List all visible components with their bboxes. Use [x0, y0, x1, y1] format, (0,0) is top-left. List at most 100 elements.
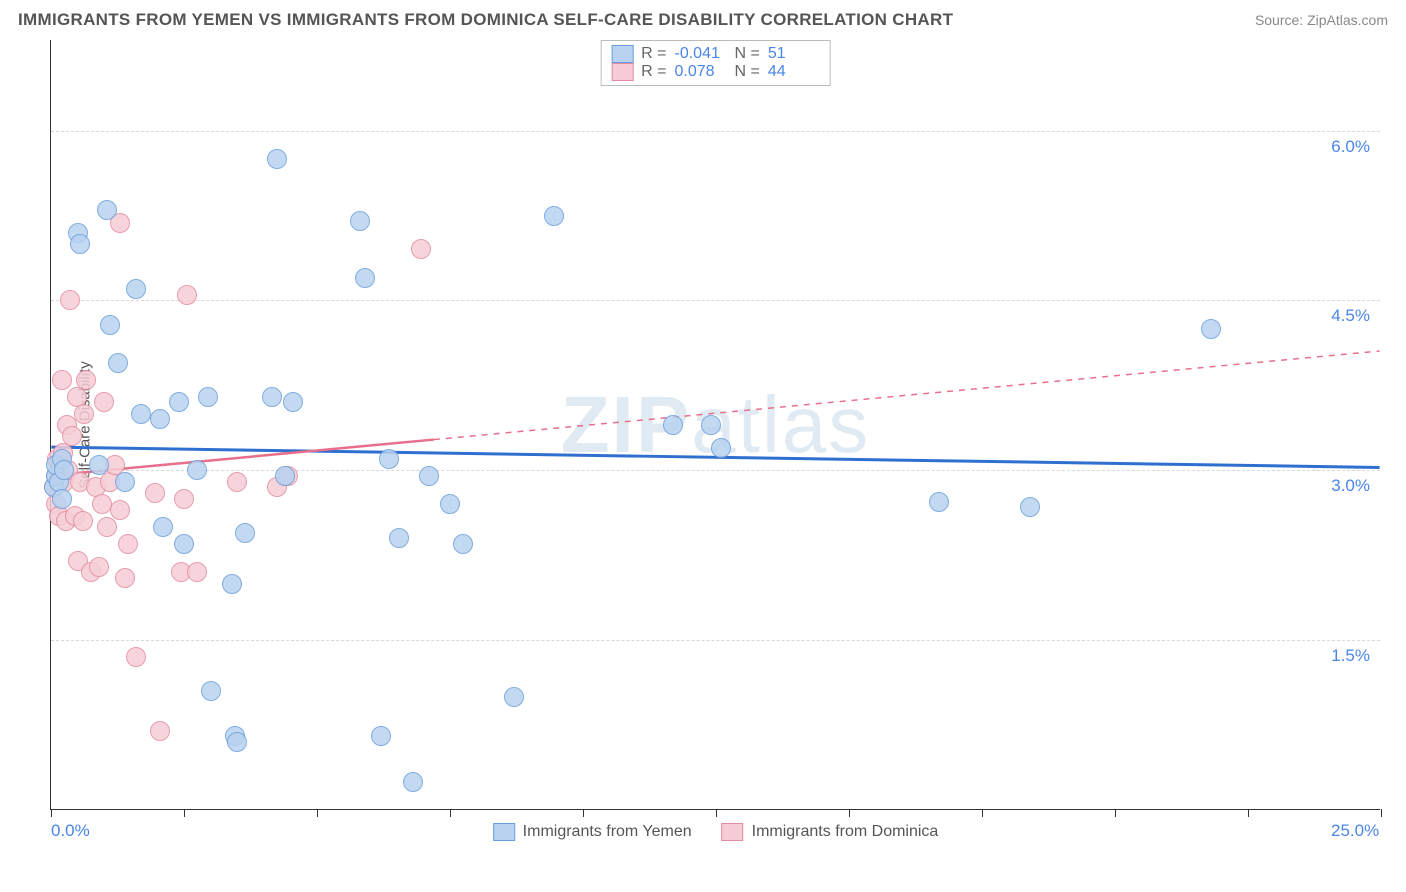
data-point — [76, 370, 96, 390]
stat-r-value: -0.041 — [675, 45, 727, 63]
data-point — [150, 409, 170, 429]
stat-r-value: 0.078 — [675, 63, 727, 81]
data-point — [115, 568, 135, 588]
x-tick — [1381, 809, 1382, 817]
data-point — [419, 466, 439, 486]
x-tick — [982, 809, 983, 817]
data-point — [262, 387, 282, 407]
y-tick-label: 4.5% — [1331, 306, 1370, 326]
data-point — [371, 726, 391, 746]
legend-swatch — [611, 45, 633, 63]
data-point — [94, 392, 114, 412]
y-tick-label: 6.0% — [1331, 137, 1370, 157]
source-label: Source: ZipAtlas.com — [1255, 12, 1388, 28]
data-point — [131, 404, 151, 424]
data-point — [929, 492, 949, 512]
data-point — [227, 732, 247, 752]
data-point — [198, 387, 218, 407]
data-point — [267, 149, 287, 169]
legend-item: Immigrants from Yemen — [493, 823, 692, 841]
legend-label: Immigrants from Yemen — [523, 823, 692, 841]
data-point — [174, 489, 194, 509]
y-tick-label: 1.5% — [1331, 646, 1370, 666]
data-point — [711, 438, 731, 458]
data-point — [153, 517, 173, 537]
x-tick — [716, 809, 717, 817]
data-point — [97, 517, 117, 537]
gridline — [51, 640, 1380, 641]
stat-r-label: R = — [641, 63, 666, 81]
data-point — [97, 200, 117, 220]
gridline — [51, 300, 1380, 301]
x-tick — [583, 809, 584, 817]
data-point — [222, 574, 242, 594]
legend-swatch — [493, 823, 515, 841]
x-tick — [1248, 809, 1249, 817]
data-point — [453, 534, 473, 554]
data-point — [108, 353, 128, 373]
chart-title: IMMIGRANTS FROM YEMEN VS IMMIGRANTS FROM… — [18, 10, 953, 30]
x-tick — [849, 809, 850, 817]
data-point — [169, 392, 189, 412]
stats-legend-row: R = 0.078 N = 44 — [611, 63, 820, 81]
data-point — [60, 290, 80, 310]
data-point — [145, 483, 165, 503]
data-point — [73, 511, 93, 531]
stat-r-label: R = — [641, 45, 666, 63]
stats-legend-row: R = -0.041 N = 51 — [611, 45, 820, 63]
data-point — [74, 404, 94, 424]
data-point — [504, 687, 524, 707]
data-point — [115, 472, 135, 492]
data-point — [89, 455, 109, 475]
data-point — [187, 460, 207, 480]
x-axis-label: 0.0% — [51, 821, 90, 841]
data-point — [283, 392, 303, 412]
x-tick — [184, 809, 185, 817]
data-point — [52, 370, 72, 390]
data-point — [89, 557, 109, 577]
data-point — [150, 721, 170, 741]
stat-n-label: N = — [735, 45, 760, 63]
x-tick — [51, 809, 52, 817]
x-tick — [1115, 809, 1116, 817]
stat-n-label: N = — [735, 63, 760, 81]
data-point — [201, 681, 221, 701]
plot-area: ZIPatlas Self-Care Disability 1.5%3.0%4.… — [50, 40, 1380, 810]
data-point — [235, 523, 255, 543]
data-point — [54, 460, 74, 480]
gridline — [51, 470, 1380, 471]
data-point — [355, 268, 375, 288]
data-point — [100, 315, 120, 335]
data-point — [126, 647, 146, 667]
data-point — [52, 489, 72, 509]
data-point — [118, 534, 138, 554]
data-point — [70, 234, 90, 254]
data-point — [1201, 319, 1221, 339]
stat-n-value: 51 — [768, 45, 820, 63]
data-point — [663, 415, 683, 435]
legend-swatch — [611, 63, 633, 81]
data-point — [177, 285, 197, 305]
data-point — [701, 415, 721, 435]
data-point — [62, 426, 82, 446]
series-legend: Immigrants from Yemen Immigrants from Dom… — [493, 823, 939, 841]
data-point — [174, 534, 194, 554]
x-axis-label: 25.0% — [1331, 821, 1379, 841]
data-point — [275, 466, 295, 486]
data-point — [187, 562, 207, 582]
data-point — [403, 772, 423, 792]
y-tick-label: 3.0% — [1331, 476, 1370, 496]
data-point — [92, 494, 112, 514]
data-point — [1020, 497, 1040, 517]
stats-legend: R = -0.041 N = 51 R = 0.078 N = 44 — [600, 40, 831, 86]
data-point — [350, 211, 370, 231]
data-point — [379, 449, 399, 469]
data-point — [110, 500, 130, 520]
legend-swatch — [722, 823, 744, 841]
legend-label: Immigrants from Dominica — [752, 823, 939, 841]
data-point — [126, 279, 146, 299]
x-tick — [317, 809, 318, 817]
legend-item: Immigrants from Dominica — [722, 823, 939, 841]
data-point — [440, 494, 460, 514]
stat-n-value: 44 — [768, 63, 820, 81]
